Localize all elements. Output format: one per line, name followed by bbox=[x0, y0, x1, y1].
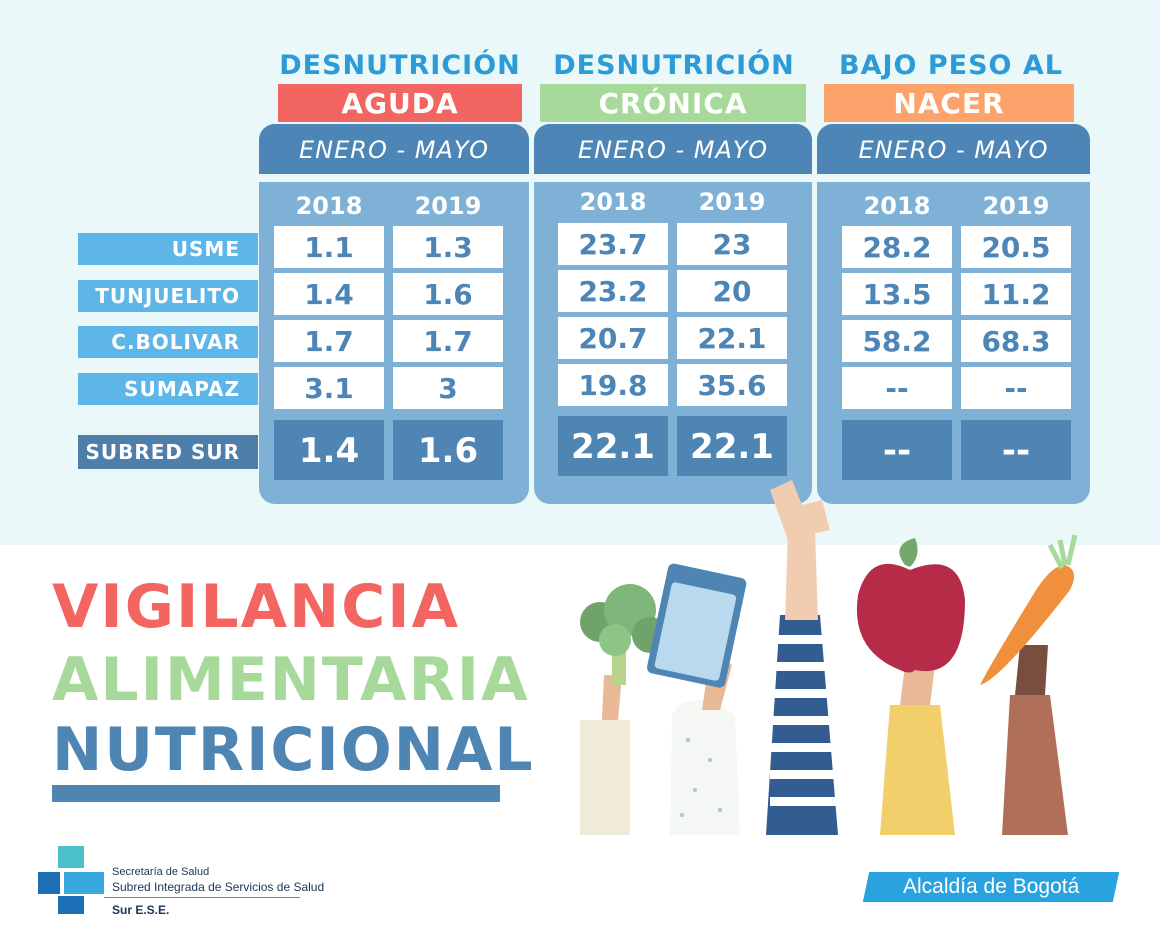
value-cell: 23.7 bbox=[558, 223, 668, 265]
value-cell: 20.7 bbox=[558, 317, 668, 359]
water-glass-icon bbox=[647, 563, 747, 835]
row-label-tunjuelito: TUNJUELITO bbox=[78, 280, 258, 312]
value-cell: 1.7 bbox=[393, 320, 503, 362]
value-cell: 1.6 bbox=[393, 273, 503, 315]
carrot-icon bbox=[980, 534, 1078, 835]
logo-divider bbox=[104, 897, 300, 898]
value-cell: 13.5 bbox=[842, 273, 952, 315]
food-illustration bbox=[580, 480, 1078, 835]
row-label-cbolivar: C.BOLIVAR bbox=[78, 326, 258, 358]
value-cell: 1.4 bbox=[274, 273, 384, 315]
panel-cronica: ENERO - MAYO 2018 2019 23.7 23 23.2 20 2… bbox=[534, 124, 812, 504]
year-label: 2019 bbox=[698, 188, 766, 216]
category-bajo-peso-label: NACER bbox=[824, 84, 1074, 122]
total-cell: 1.4 bbox=[274, 420, 384, 480]
year-label: 2019 bbox=[414, 192, 482, 220]
row-label-sumapaz: SUMAPAZ bbox=[78, 373, 258, 405]
value-cell: 11.2 bbox=[961, 273, 1071, 315]
value-cell: 28.2 bbox=[842, 226, 952, 268]
year-label: 2019 bbox=[982, 192, 1050, 220]
total-cell: 22.1 bbox=[677, 416, 787, 476]
value-cell: 58.2 bbox=[842, 320, 952, 362]
value-cell: 68.3 bbox=[961, 320, 1071, 362]
title-line-2: ALIMENTARIA bbox=[52, 645, 530, 715]
category-cronica-title: DESNUTRICIÓN bbox=[553, 50, 795, 81]
period-aguda: ENERO - MAYO bbox=[259, 124, 529, 174]
category-cronica-label: CRÓNICA bbox=[540, 84, 806, 122]
panel-aguda: ENERO - MAYO 2018 2019 1.1 1.3 1.4 1.6 1… bbox=[259, 124, 529, 504]
period-cronica: ENERO - MAYO bbox=[534, 124, 812, 174]
value-cell: 23.2 bbox=[558, 270, 668, 312]
apple-icon bbox=[856, 538, 965, 835]
alcaldia-badge: Alcaldía de Bogotá bbox=[862, 872, 1120, 902]
value-cell: 22.1 bbox=[677, 317, 787, 359]
total-cell: 22.1 bbox=[558, 416, 668, 476]
logo-line-3: Sur E.S.E. bbox=[112, 903, 170, 917]
value-cell: 35.6 bbox=[677, 364, 787, 406]
value-cell: 3.1 bbox=[274, 367, 384, 409]
row-label-usme: USME bbox=[78, 233, 258, 265]
value-cell: 23 bbox=[677, 223, 787, 265]
value-cell: 20 bbox=[677, 270, 787, 312]
value-cell: 3 bbox=[393, 367, 503, 409]
title-line-3: NUTRICIONAL bbox=[52, 715, 535, 785]
raised-hand-icon bbox=[766, 480, 838, 835]
value-cell: 19.8 bbox=[558, 364, 668, 406]
broccoli-icon bbox=[580, 584, 668, 835]
total-cell: -- bbox=[961, 420, 1071, 480]
year-label: 2018 bbox=[295, 192, 363, 220]
year-label: 2018 bbox=[863, 192, 931, 220]
value-cell: 1.3 bbox=[393, 226, 503, 268]
logo-line-2: Subred Integrada de Servicios de Salud bbox=[112, 880, 325, 894]
value-cell: -- bbox=[961, 367, 1071, 409]
value-cell: -- bbox=[842, 367, 952, 409]
row-label-subred-sur: SUBRED SUR bbox=[78, 435, 258, 469]
value-cell: 1.1 bbox=[274, 226, 384, 268]
title-underline bbox=[52, 785, 500, 802]
value-cell: 20.5 bbox=[961, 226, 1071, 268]
category-aguda-label: AGUDA bbox=[278, 84, 522, 122]
period-bajo-peso: ENERO - MAYO bbox=[817, 124, 1090, 174]
title-line-1: VIGILANCIA bbox=[52, 572, 461, 642]
value-cell: 1.7 bbox=[274, 320, 384, 362]
logo-line-1: Secretaría de Salud bbox=[112, 866, 210, 878]
total-cell: 1.6 bbox=[393, 420, 503, 480]
total-cell: -- bbox=[842, 420, 952, 480]
category-aguda-title: DESNUTRICIÓN bbox=[279, 50, 521, 81]
subred-logo-icon bbox=[38, 846, 104, 914]
category-bajo-peso-title: BAJO PESO AL bbox=[838, 50, 1063, 81]
year-label: 2018 bbox=[579, 188, 647, 216]
alcaldia-label: Alcaldía de Bogotá bbox=[902, 875, 1080, 898]
panel-bajo-peso: ENERO - MAYO 2018 2019 28.2 20.5 13.5 11… bbox=[817, 124, 1090, 504]
